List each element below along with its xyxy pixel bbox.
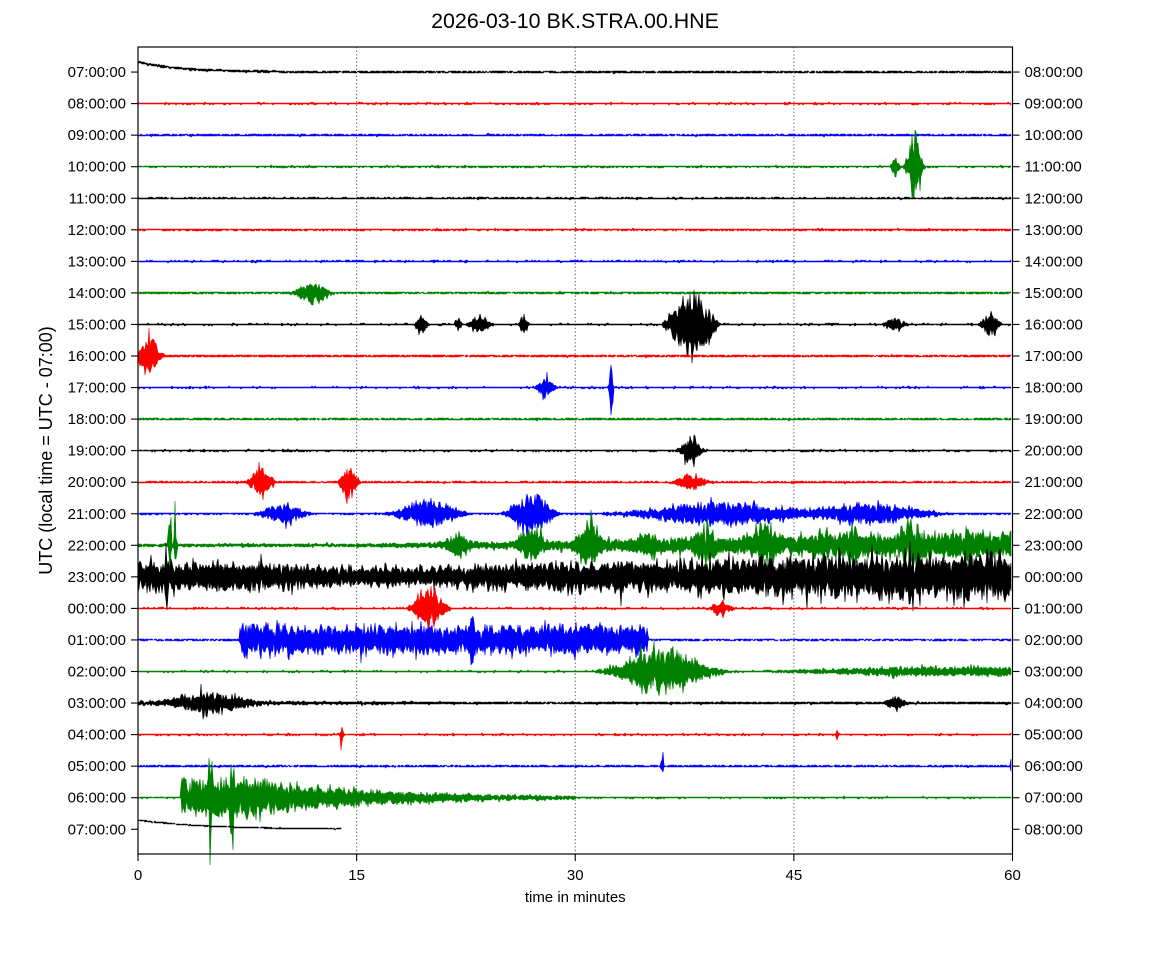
svg-text:11:00:00: 11:00:00: [1025, 159, 1082, 176]
svg-text:2026-03-10 BK.STRA.00.HNE: 2026-03-10 BK.STRA.00.HNE: [431, 9, 719, 33]
svg-text:13:00:00: 13:00:00: [68, 253, 126, 270]
svg-text:15:00:00: 15:00:00: [68, 316, 126, 333]
svg-text:0: 0: [134, 867, 142, 884]
svg-text:05:00:00: 05:00:00: [68, 758, 126, 775]
svg-text:08:00:00: 08:00:00: [68, 96, 126, 113]
svg-text:14:00:00: 14:00:00: [68, 285, 126, 302]
svg-text:09:00:00: 09:00:00: [68, 127, 126, 144]
svg-text:16:00:00: 16:00:00: [68, 348, 126, 365]
svg-text:03:00:00: 03:00:00: [1025, 664, 1083, 681]
svg-text:11:00:00: 11:00:00: [69, 190, 126, 207]
svg-text:06:00:00: 06:00:00: [68, 790, 126, 807]
svg-text:22:00:00: 22:00:00: [1025, 506, 1083, 523]
svg-text:06:00:00: 06:00:00: [1025, 758, 1083, 775]
svg-text:12:00:00: 12:00:00: [1025, 190, 1083, 207]
svg-text:13:00:00: 13:00:00: [1025, 222, 1083, 239]
svg-text:17:00:00: 17:00:00: [1025, 348, 1083, 365]
svg-text:03:00:00: 03:00:00: [68, 695, 126, 712]
svg-text:00:00:00: 00:00:00: [1025, 569, 1083, 586]
svg-text:01:00:00: 01:00:00: [1025, 600, 1083, 617]
svg-text:60: 60: [1004, 867, 1021, 884]
svg-text:20:00:00: 20:00:00: [1025, 443, 1083, 460]
svg-text:02:00:00: 02:00:00: [1025, 632, 1083, 649]
svg-text:02:00:00: 02:00:00: [68, 664, 126, 681]
svg-text:09:00:00: 09:00:00: [1025, 96, 1083, 113]
svg-text:UTC (local time = UTC - 07:00): UTC (local time = UTC - 07:00): [36, 326, 56, 575]
svg-text:18:00:00: 18:00:00: [68, 411, 126, 428]
svg-text:04:00:00: 04:00:00: [68, 727, 126, 744]
svg-text:15: 15: [348, 867, 365, 884]
svg-text:08:00:00: 08:00:00: [1025, 821, 1083, 838]
svg-text:07:00:00: 07:00:00: [68, 821, 126, 838]
svg-text:23:00:00: 23:00:00: [68, 569, 126, 586]
svg-text:14:00:00: 14:00:00: [1025, 253, 1083, 270]
svg-text:12:00:00: 12:00:00: [68, 222, 126, 239]
svg-text:18:00:00: 18:00:00: [1025, 380, 1083, 397]
svg-text:05:00:00: 05:00:00: [1025, 727, 1083, 744]
svg-text:23:00:00: 23:00:00: [1025, 537, 1083, 554]
svg-text:20:00:00: 20:00:00: [68, 474, 126, 491]
svg-text:45: 45: [786, 867, 803, 884]
svg-text:10:00:00: 10:00:00: [68, 159, 126, 176]
svg-text:22:00:00: 22:00:00: [68, 537, 126, 554]
svg-text:19:00:00: 19:00:00: [68, 443, 126, 460]
svg-text:17:00:00: 17:00:00: [68, 380, 126, 397]
svg-text:08:00:00: 08:00:00: [1025, 64, 1083, 81]
svg-text:01:00:00: 01:00:00: [68, 632, 126, 649]
svg-text:07:00:00: 07:00:00: [1025, 790, 1083, 807]
svg-text:21:00:00: 21:00:00: [1025, 474, 1083, 491]
svg-text:04:00:00: 04:00:00: [1025, 695, 1083, 712]
svg-text:30: 30: [567, 867, 584, 884]
svg-text:07:00:00: 07:00:00: [68, 64, 126, 81]
svg-text:time in minutes: time in minutes: [525, 889, 626, 906]
svg-text:00:00:00: 00:00:00: [68, 600, 126, 617]
svg-text:21:00:00: 21:00:00: [68, 506, 126, 523]
svg-text:15:00:00: 15:00:00: [1025, 285, 1083, 302]
svg-text:10:00:00: 10:00:00: [1025, 127, 1083, 144]
svg-text:16:00:00: 16:00:00: [1025, 316, 1083, 333]
svg-text:19:00:00: 19:00:00: [1025, 411, 1083, 428]
